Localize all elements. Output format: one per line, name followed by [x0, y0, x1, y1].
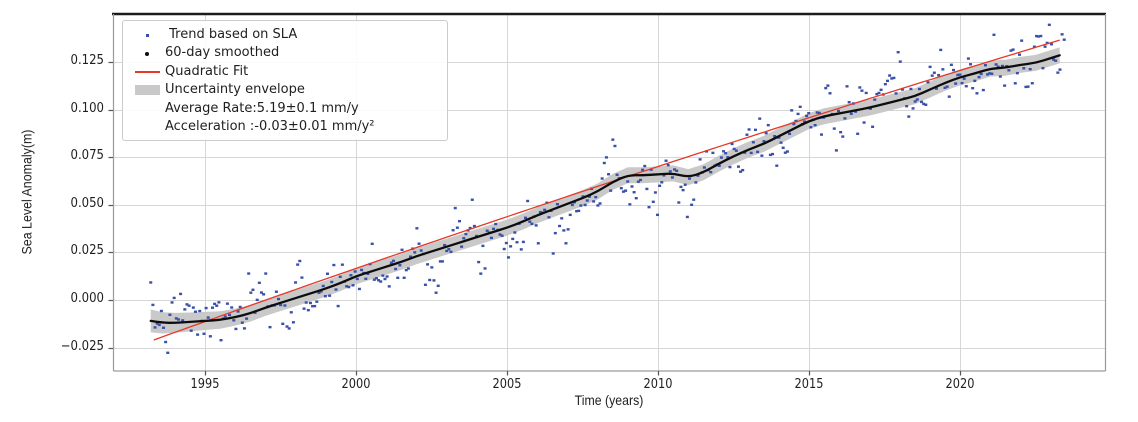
y-tick-label: 0.050 [70, 195, 104, 211]
legend-label: Quadratic Fit [165, 63, 249, 79]
legend-marker-cell [129, 70, 165, 73]
x-tick-label: 2020 [945, 376, 975, 392]
legend-label: Trend based on SLA [165, 27, 298, 42]
legend-row: Trend based on SLA [129, 26, 443, 44]
x-tick-label: 2015 [794, 376, 824, 392]
legend: Trend based on SLA 60-day smoothed Quadrat… [122, 20, 448, 142]
legend-label: Acceleration :-0.03±0.01 mm/y² [165, 118, 375, 134]
y-tick-label: 0.075 [70, 148, 104, 164]
y-axis-label: Sea Level Anomaly(m) [19, 129, 35, 255]
legend-line-marker-icon [134, 70, 160, 73]
legend-scatter-marker-icon [145, 33, 149, 37]
legend-row: Acceleration :-0.03±0.01 mm/y² [129, 118, 443, 136]
y-tick-label: 0.025 [70, 243, 104, 259]
y-tick-label: −0.025 [60, 338, 104, 354]
legend-marker-cell [129, 51, 165, 56]
legend-marker-cell [129, 85, 165, 96]
legend-row: Average Rate:5.19±0.1 mm/y [129, 100, 443, 118]
legend-row: Quadratic Fit [129, 63, 443, 81]
legend-label: 60-day smoothed [165, 45, 280, 61]
legend-dot-marker-icon [145, 51, 149, 56]
y-tick-label: 0.100 [70, 100, 104, 116]
x-tick-label: 2005 [492, 376, 522, 392]
x-axis-label: Time (years) [574, 392, 644, 408]
x-tick-label: 1995 [190, 376, 220, 392]
legend-label: Average Rate:5.19±0.1 mm/y [165, 100, 359, 116]
legend-label: Uncertainty envelope [165, 82, 305, 98]
legend-row: Uncertainty envelope [129, 81, 443, 99]
y-tick-label: 0.000 [70, 290, 104, 306]
legend-patch-marker-icon [134, 85, 160, 96]
legend-row: 60-day smoothed [129, 44, 443, 62]
x-tick-label: 2000 [341, 376, 371, 392]
legend-marker-cell [129, 33, 165, 37]
y-tick-label: 0.125 [70, 52, 104, 68]
x-tick-label: 2010 [643, 376, 673, 392]
